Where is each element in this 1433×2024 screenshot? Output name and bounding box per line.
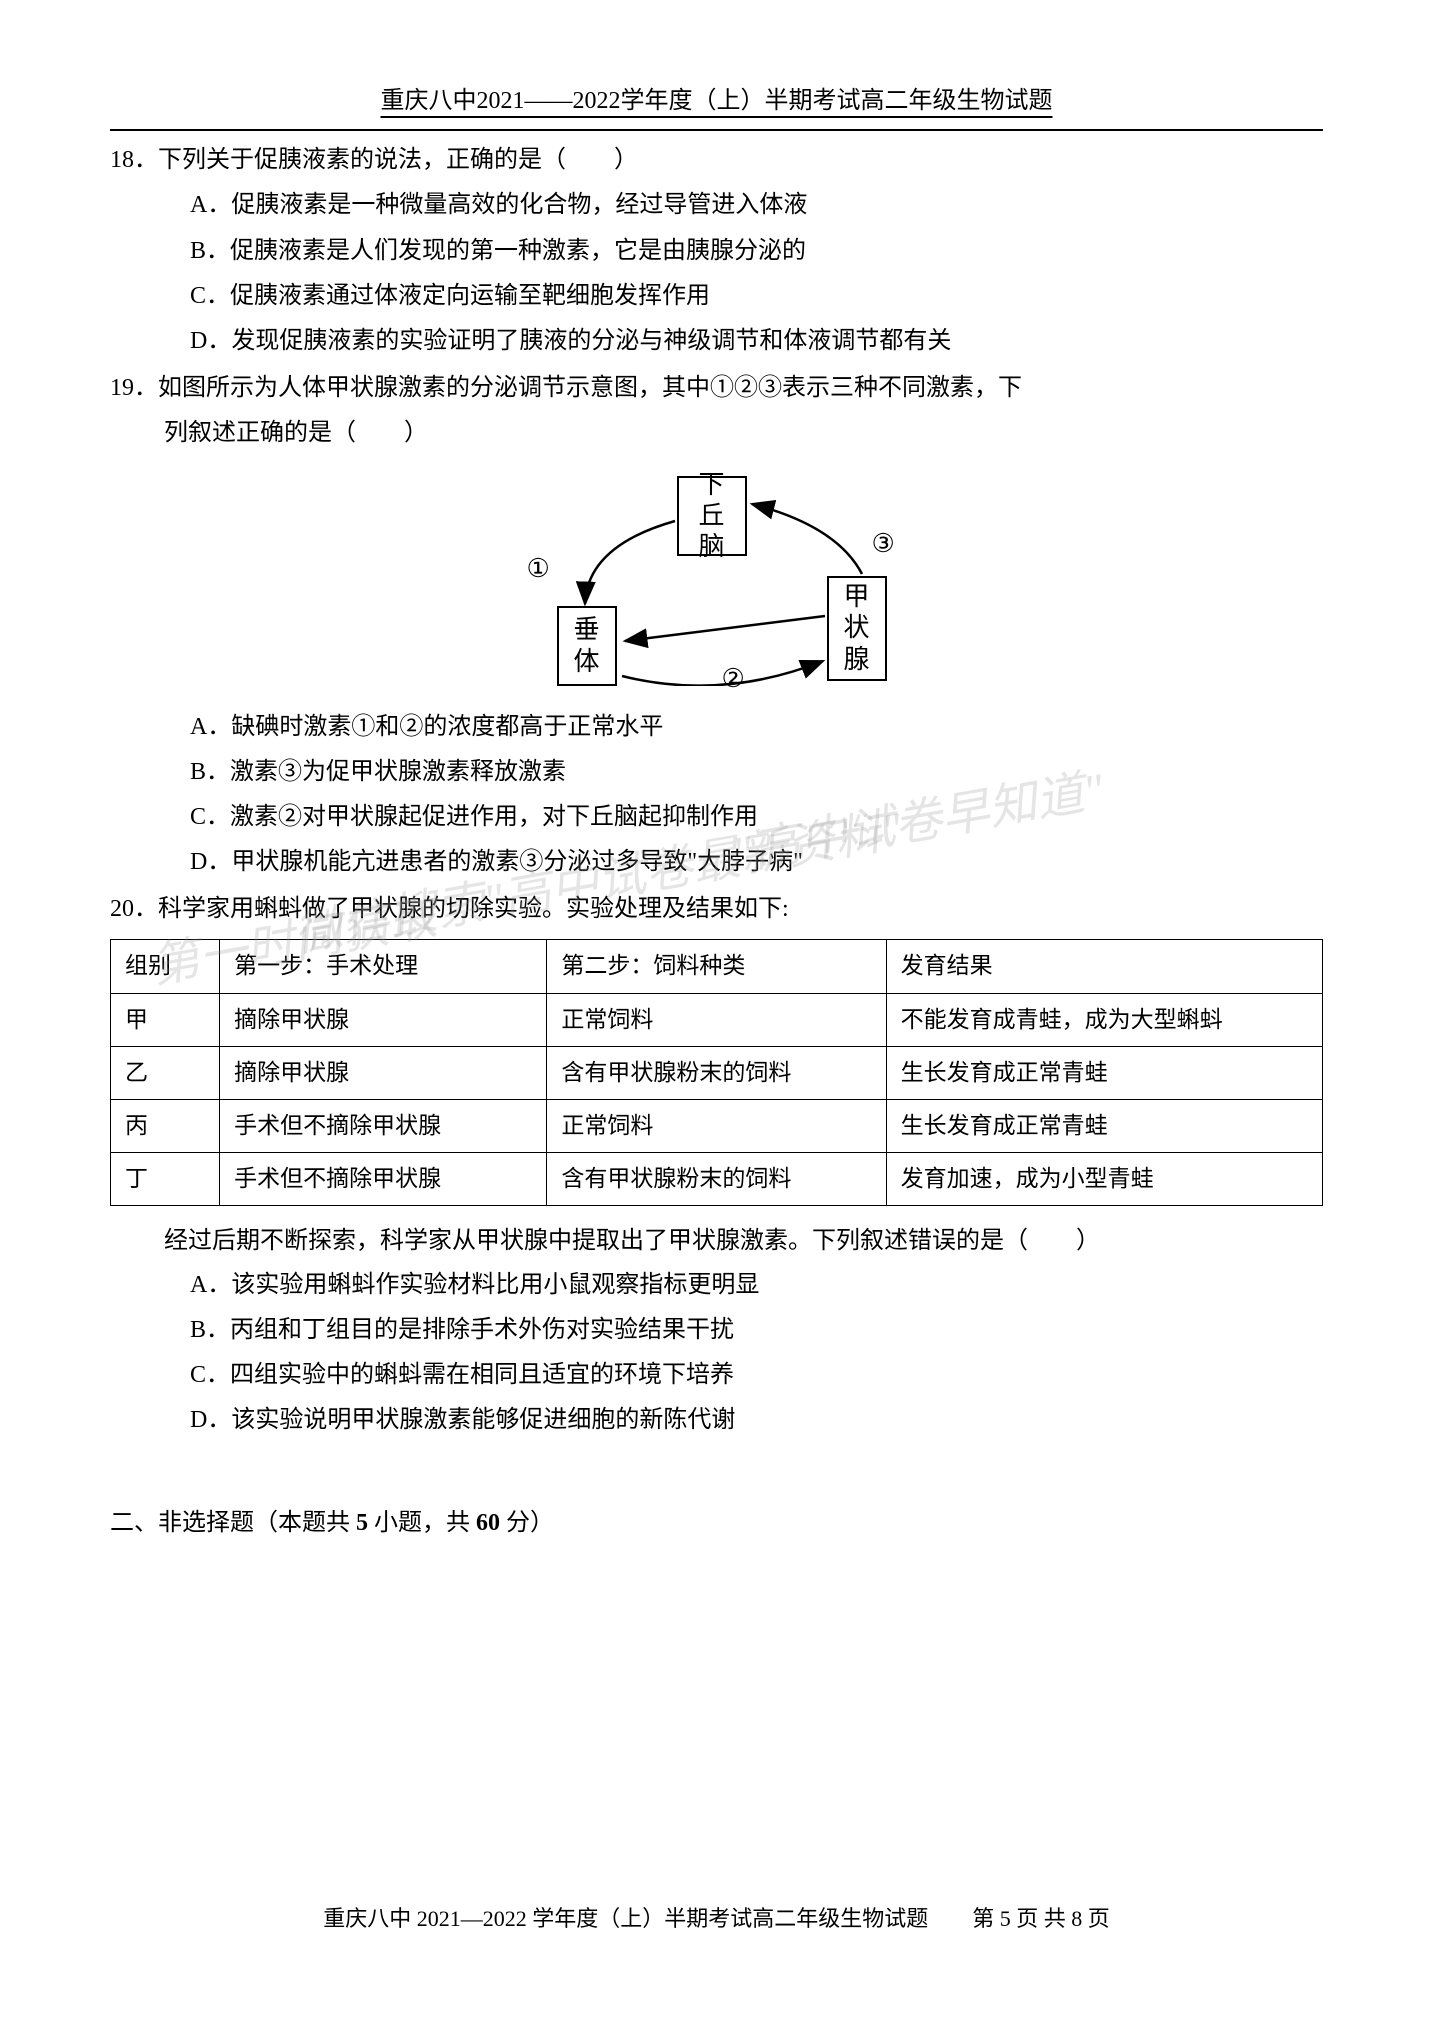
table-cell: 摘除甲状腺 xyxy=(220,1046,547,1099)
table-header-row: 组别 第一步：手术处理 第二步：饲料种类 发育结果 xyxy=(111,940,1323,993)
table-cell: 手术但不摘除甲状腺 xyxy=(220,1100,547,1153)
table-cell: 生长发育成正常青蛙 xyxy=(886,1046,1322,1099)
section-heading-mid: 小题，共 xyxy=(374,1510,470,1536)
table-cell: 正常饲料 xyxy=(547,1100,886,1153)
section-heading-prefix: 二、非选择题（本题共 xyxy=(110,1510,350,1536)
diagram-label-3: ③ xyxy=(872,521,895,568)
section-heading-num2: 60 xyxy=(470,1510,506,1536)
table-cell: 发育加速，成为小型青蛙 xyxy=(886,1153,1322,1206)
q20-number: 20． xyxy=(110,896,158,922)
table-row: 丁 手术但不摘除甲状腺 含有甲状腺粉末的饲料 发育加速，成为小型青蛙 xyxy=(111,1153,1323,1206)
section-2-heading: 二、非选择题（本题共 5 小题，共 60 分） xyxy=(110,1502,1323,1545)
table-row: 丙 手术但不摘除甲状腺 正常饲料 生长发育成正常青蛙 xyxy=(111,1100,1323,1153)
table-cell: 丁 xyxy=(111,1153,220,1206)
diagram-label-1: ① xyxy=(527,546,550,593)
table-cell: 含有甲状腺粉末的饲料 xyxy=(547,1046,886,1099)
table-header-col4: 发育结果 xyxy=(886,940,1322,993)
q20-after-table: 经过后期不断探索，科学家从甲状腺中提取出了甲状腺激素。下列叙述错误的是（ ） xyxy=(110,1220,1323,1263)
q20-stem-text: 科学家用蝌蚪做了甲状腺的切除实验。实验处理及结果如下: xyxy=(158,896,789,922)
table-cell: 不能发育成青蛙，成为大型蝌蚪 xyxy=(886,993,1322,1046)
table-cell: 丙 xyxy=(111,1100,220,1153)
q19-diagram: 下丘脑 垂体 甲状腺 ① ② ③ xyxy=(467,476,967,686)
table-cell: 摘除甲状腺 xyxy=(220,993,547,1046)
q20-option-a: A．该实验用蝌蚪作实验材料比用小鼠观察指标更明显 xyxy=(110,1264,1323,1307)
q18-option-d: D．发现促胰液素的实验证明了胰液的分泌与神级调节和体液调节都有关 xyxy=(110,320,1323,363)
q19-stem-line2: 列叙述正确的是（ ） xyxy=(110,412,1323,455)
diagram-node-hypothalamus: 下丘脑 xyxy=(677,476,747,556)
q18-stem-text: 下列关于促胰液素的说法，正确的是（ ） xyxy=(158,147,638,173)
q19-option-b: B．激素③为促甲状腺激素释放激素 xyxy=(110,751,1323,794)
table-row: 乙 摘除甲状腺 含有甲状腺粉末的饲料 生长发育成正常青蛙 xyxy=(111,1046,1323,1099)
q20-option-b: B．丙组和丁组目的是排除手术外伤对实验结果干扰 xyxy=(110,1309,1323,1352)
table-cell: 含有甲状腺粉末的饲料 xyxy=(547,1153,886,1206)
table-cell: 手术但不摘除甲状腺 xyxy=(220,1153,547,1206)
q19-option-a: A．缺碘时激素①和②的浓度都高于正常水平 xyxy=(110,706,1323,749)
page-footer: 重庆八中 2021—2022 学年度（上）半期考试高二年级生物试题 第 5 页 … xyxy=(0,1899,1433,1939)
page-container: 重庆八中2021——2022学年度（上）半期考试高二年级生物试题 18．下列关于… xyxy=(0,0,1433,1606)
q20-option-d: D．该实验说明甲状腺激素能够促进细胞的新陈代谢 xyxy=(110,1399,1323,1442)
q20-table: 组别 第一步：手术处理 第二步：饲料种类 发育结果 甲 摘除甲状腺 正常饲料 不… xyxy=(110,939,1323,1206)
table-header-col3: 第二步：饲料种类 xyxy=(547,940,886,993)
q18-stem: 18．下列关于促胰液素的说法，正确的是（ ） xyxy=(110,139,1323,182)
diagram-node-pituitary: 垂体 xyxy=(557,606,617,686)
question-20: 20．科学家用蝌蚪做了甲状腺的切除实验。实验处理及结果如下: 组别 第一步：手术… xyxy=(110,888,1323,1442)
q19-diagram-container: 下丘脑 垂体 甲状腺 ① ② ③ xyxy=(110,476,1323,686)
section-heading-suffix: 分） xyxy=(506,1510,554,1536)
table-header-col1: 组别 xyxy=(111,940,220,993)
table-cell: 生长发育成正常青蛙 xyxy=(886,1100,1322,1153)
q18-number: 18． xyxy=(110,147,158,173)
table-cell: 甲 xyxy=(111,993,220,1046)
q20-stem: 20．科学家用蝌蚪做了甲状腺的切除实验。实验处理及结果如下: xyxy=(110,888,1323,931)
page-header-title: 重庆八中2021——2022学年度（上）半期考试高二年级生物试题 xyxy=(110,80,1323,131)
table-row: 甲 摘除甲状腺 正常饲料 不能发育成青蛙，成为大型蝌蚪 xyxy=(111,993,1323,1046)
q18-option-c: C．促胰液素通过体液定向运输至靶细胞发挥作用 xyxy=(110,275,1323,318)
diagram-node-thyroid: 甲状腺 xyxy=(827,576,887,681)
diagram-label-2: ② xyxy=(722,656,745,703)
q19-stem: 19．如图所示为人体甲状腺激素的分泌调节示意图，其中①②③表示三种不同激素，下 xyxy=(110,367,1323,410)
question-18: 18．下列关于促胰液素的说法，正确的是（ ） A．促胰液素是一种微量高效的化合物… xyxy=(110,139,1323,363)
q18-option-b: B．促胰液素是人们发现的第一种激素，它是由胰腺分泌的 xyxy=(110,230,1323,273)
q19-option-c: C．激素②对甲状腺起促进作用，对下丘脑起抑制作用 xyxy=(110,796,1323,839)
table-header-col2: 第一步：手术处理 xyxy=(220,940,547,993)
table-cell: 乙 xyxy=(111,1046,220,1099)
q19-number: 19． xyxy=(110,375,158,401)
question-19: 19．如图所示为人体甲状腺激素的分泌调节示意图，其中①②③表示三种不同激素，下 … xyxy=(110,367,1323,884)
q20-option-c: C．四组实验中的蝌蚪需在相同且适宜的环境下培养 xyxy=(110,1354,1323,1397)
q19-option-d: D．甲状腺机能亢进患者的激素③分泌过多导致"大脖子病" xyxy=(110,841,1323,884)
q19-stem-line1: 如图所示为人体甲状腺激素的分泌调节示意图，其中①②③表示三种不同激素，下 xyxy=(158,375,1022,401)
table-cell: 正常饲料 xyxy=(547,993,886,1046)
q18-option-a: A．促胰液素是一种微量高效的化合物，经过导管进入体液 xyxy=(110,184,1323,227)
section-heading-num1: 5 xyxy=(350,1510,374,1536)
